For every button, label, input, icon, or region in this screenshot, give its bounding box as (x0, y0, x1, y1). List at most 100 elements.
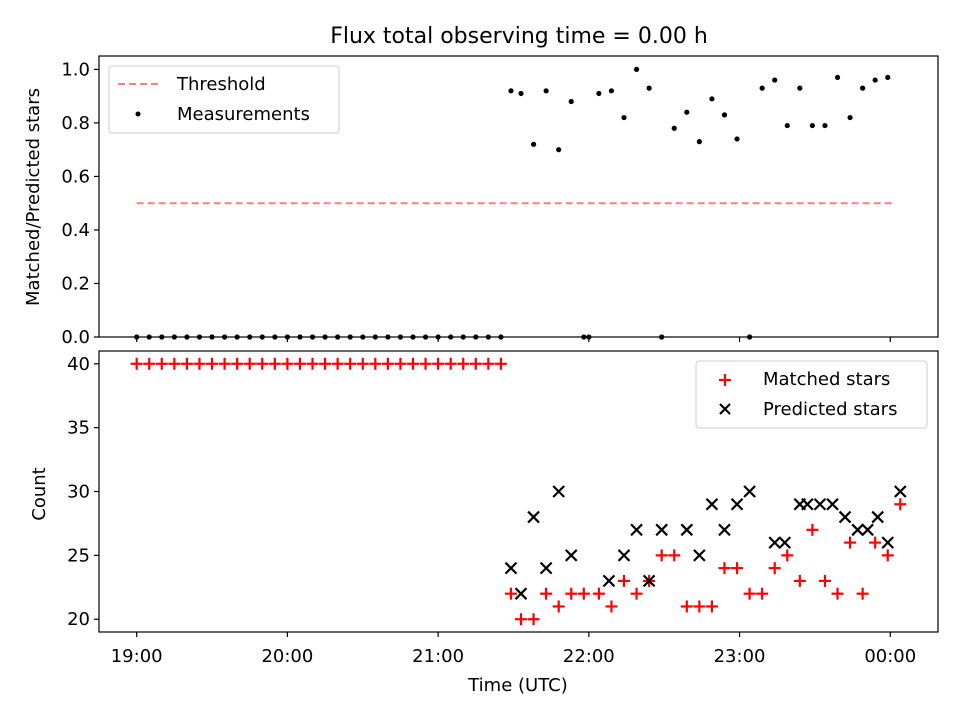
measurement-point (872, 77, 878, 83)
matched-star-marker (482, 357, 495, 370)
predicted-star-marker (768, 536, 781, 549)
matched-star-marker (630, 587, 643, 600)
measurement-point (784, 122, 790, 129)
matched-star-marker (206, 357, 219, 370)
measurement-point (885, 74, 891, 81)
matched-star-marker (577, 587, 590, 600)
measurement-point (518, 90, 524, 97)
measurement-point (671, 125, 677, 131)
matched-star-marker (180, 357, 193, 370)
matched-star-marker (319, 357, 332, 370)
predicted-star-marker (871, 510, 884, 524)
matched-star-marker (515, 613, 528, 626)
matched-star-marker (457, 357, 470, 370)
matched-star-marker (718, 562, 731, 575)
measurement-point (508, 88, 514, 94)
predicted-legend-label: Predicted stars (763, 399, 897, 420)
matched-star-marker (344, 357, 357, 370)
predicted-star-marker (778, 536, 792, 549)
matched-legend-label: Matched stars (763, 369, 890, 390)
matched-star-marker (680, 600, 693, 613)
matched-star-marker (756, 587, 769, 600)
matched-star-marker (419, 357, 432, 370)
matched-legend-swatch (719, 374, 731, 386)
top-y-axis: 0.0 0.2 0.4 0.6 0.8 1.0 (61, 59, 99, 348)
matched-star-marker (168, 357, 181, 370)
bottom-xtick-label: 20:00 (261, 646, 313, 667)
measurement-point (646, 85, 652, 91)
bottom-ytick-label: 35 (67, 418, 90, 439)
matched-star-marker (432, 357, 445, 370)
matched-star-marker (494, 357, 507, 370)
predicted-star-marker (514, 587, 528, 600)
measurement-point (759, 85, 765, 91)
predicted-star-marker (894, 485, 907, 498)
bottom-axes-frame (98, 350, 939, 633)
matched-star-marker (881, 549, 894, 562)
matched-star-marker (743, 587, 756, 600)
predicted-star-marker (680, 523, 694, 537)
matched-star-marker (444, 357, 457, 370)
bottom-xtick-label: 21:00 (412, 646, 464, 667)
top-panel: 0.0 0.2 0.4 0.6 0.8 1.0 Matched/Predicted sta… (23, 55, 939, 348)
measurement-point (543, 88, 549, 94)
top-ytick-label: 0.8 (61, 113, 90, 134)
matched-star-marker (693, 600, 706, 613)
predicted-star-marker (539, 561, 553, 575)
matched-star-marker (130, 357, 143, 370)
measurement-point (734, 136, 740, 142)
matched-star-marker (768, 562, 781, 575)
matched-star-marker (856, 587, 869, 600)
top-ytick-label: 0.0 (61, 327, 90, 348)
bottom-ytick-label: 20 (67, 609, 90, 630)
predicted-star-marker (826, 497, 839, 511)
matched-star-marker (281, 357, 294, 370)
matched-star-marker (655, 549, 668, 562)
measurements-legend-swatch (135, 111, 141, 117)
matched-star-marker (356, 357, 369, 370)
predicted-star-marker (838, 510, 852, 524)
top-legend-box (108, 65, 340, 134)
measurement-point (621, 114, 627, 121)
matched-star-marker (143, 357, 156, 370)
matched-star-marker (268, 357, 281, 370)
top-legend: Threshold Measurements (108, 65, 340, 134)
bottom-y-axis-label: Count (29, 467, 50, 520)
measurement-point (530, 141, 537, 147)
matched-star-marker (527, 613, 540, 626)
predicted-star-marker (705, 497, 719, 511)
matched-stars-points (130, 357, 907, 626)
bottom-legend-box (695, 360, 928, 429)
top-ytick-label: 0.6 (61, 166, 90, 187)
top-ytick-label: 0.4 (61, 220, 90, 241)
matched-star-marker (831, 587, 844, 600)
matched-star-marker (869, 536, 882, 549)
matched-star-marker (406, 357, 419, 370)
measurement-point (633, 66, 640, 72)
predicted-star-marker (602, 574, 616, 588)
matched-star-marker (894, 498, 907, 511)
matched-star-marker (155, 357, 168, 370)
bottom-panel: 20 25 30 35 40 19:00 20:00 21:00 22:00 23:00 00:0… (29, 350, 939, 696)
bottom-legend: Matched stars Predicted stars (695, 360, 928, 429)
predicted-star-marker (552, 485, 565, 498)
measurement-point (596, 90, 602, 97)
predicted-star-marker (861, 523, 874, 537)
matched-star-marker (552, 600, 565, 613)
predicted-star-marker (504, 561, 518, 575)
top-y-axis-label: Matched/Predicted stars (23, 88, 44, 306)
matched-star-marker (781, 549, 794, 562)
measurement-point (568, 98, 574, 105)
predicted-star-marker (730, 497, 744, 511)
matched-star-marker (231, 357, 244, 370)
measurement-point (684, 109, 690, 115)
matched-star-marker (243, 357, 256, 370)
measurement-point (809, 122, 816, 129)
top-ytick-label: 1.0 (61, 59, 90, 80)
predicted-star-marker (617, 549, 631, 562)
matched-star-marker (218, 357, 231, 370)
top-x-axis (136, 337, 891, 342)
matched-star-marker (469, 357, 482, 370)
predicted-star-marker (801, 497, 814, 511)
